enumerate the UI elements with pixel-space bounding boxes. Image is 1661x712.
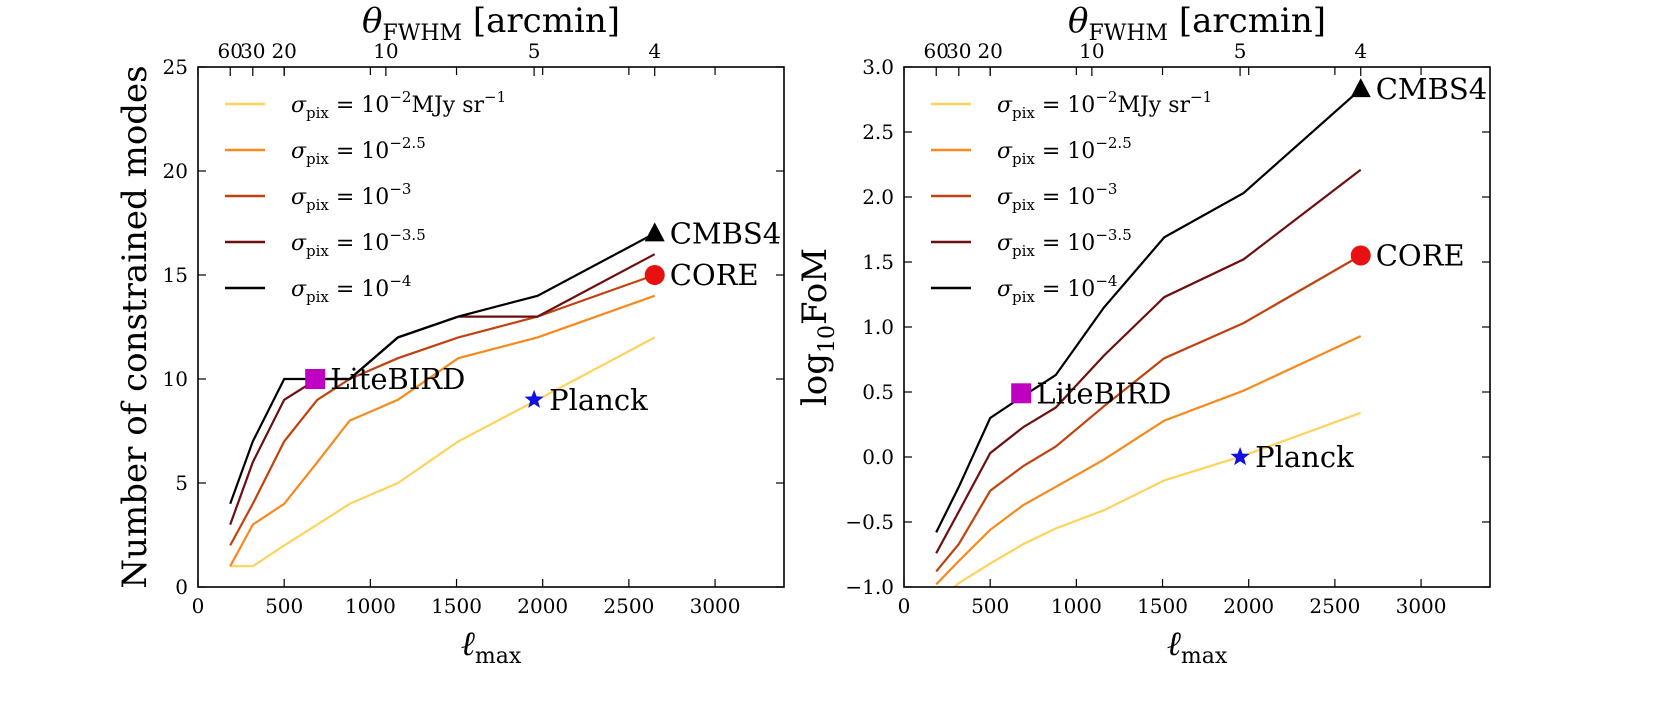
top-tick-label: 20: [977, 39, 1002, 63]
litebird-marker: [305, 369, 326, 389]
plot-frame: [197, 66, 785, 588]
x-tick-label: 0: [192, 594, 205, 618]
y-tick-label: 25: [163, 55, 188, 79]
cmbs4-marker: [644, 222, 665, 242]
y-tick-label: −0.5: [845, 510, 894, 534]
y-axis-title: Number of constrained modes: [115, 65, 155, 588]
series-line-1: [952, 411, 1362, 587]
series-group: [229, 232, 656, 568]
core-marker: [1350, 245, 1371, 266]
x-tick-label: 3000: [690, 594, 741, 618]
y-tick-label: 5: [175, 471, 188, 495]
y-tick-label: 15: [163, 263, 188, 287]
x-axis-title: ℓmax: [1167, 624, 1228, 669]
cmbs4-label: CMBS4: [670, 216, 782, 250]
legend-label-5: σpix = 10−4: [291, 272, 411, 306]
y-tick-label: −1.0: [845, 575, 894, 599]
planck-label: Planck: [1255, 440, 1354, 474]
x-tick-label: 1500: [431, 594, 482, 618]
litebird-label: LiteBIRD: [330, 362, 465, 396]
y-tick-label: 20: [163, 159, 188, 183]
planck-marker: [1230, 447, 1250, 466]
y-tick-label: 10: [163, 367, 188, 391]
y-tick-label: 2.5: [862, 120, 894, 144]
x-tick-label: 2000: [1223, 594, 1274, 618]
y-tick-label: 0.5: [862, 380, 894, 404]
top-tick-label: 10: [1079, 39, 1104, 63]
core-marker: [644, 265, 665, 285]
plot-frame: [903, 66, 1491, 588]
series-group: [935, 88, 1362, 587]
top-tick-label: 60: [218, 39, 243, 63]
legend-label-1: σpix = 10−2MJy sr−1: [997, 88, 1212, 122]
top-tick-label: 10: [373, 39, 398, 63]
series-line-3: [935, 254, 1362, 573]
legend-label-4: σpix = 10−3.5: [997, 226, 1132, 260]
x-tick-label: 1500: [1137, 594, 1188, 618]
y-tick-label: 0: [175, 575, 188, 599]
panel-2: 0 500 1000 1500 2000 2500 3000 −1.0 −0.5 0.0 0.5 1.…: [795, 1, 1491, 669]
legend-label-4: σpix = 10−3.5: [291, 226, 426, 260]
y-tick-label: 0.0: [862, 445, 894, 469]
litebird-label: LiteBIRD: [1036, 376, 1171, 410]
x-tick-label: 3000: [1396, 594, 1447, 618]
top-tick-label: 30: [240, 39, 265, 63]
y-axis-title: log10FoM: [795, 248, 840, 406]
core-label: CORE: [1376, 239, 1465, 273]
top-tick-label: 30: [946, 39, 971, 63]
x-tick-label: 0: [898, 594, 911, 618]
top-tick-label: 4: [1354, 39, 1367, 63]
cmbs4-label: CMBS4: [1376, 72, 1488, 106]
planck-label: Planck: [549, 383, 648, 417]
x-tick-label: 2500: [603, 594, 654, 618]
legend-label-2: σpix = 10−2.5: [997, 134, 1132, 168]
top-tick-label: 5: [528, 39, 541, 63]
legend-label-5: σpix = 10−4: [997, 272, 1117, 306]
x-tick-label: 500: [971, 594, 1009, 618]
litebird-marker: [1011, 383, 1032, 404]
x-tick-label: 1000: [1051, 594, 1102, 618]
top-axis-title: θFWHM [arcmin]: [1068, 1, 1326, 46]
series-line-5: [229, 232, 656, 505]
core-label: CORE: [670, 258, 759, 292]
y-tick-label: 1.5: [862, 250, 894, 274]
x-axis-title: ℓmax: [461, 624, 522, 669]
top-tick-label: 4: [648, 39, 661, 63]
x-tick-label: 500: [265, 594, 303, 618]
top-tick-label: 20: [271, 39, 296, 63]
y-tick-label: 2.0: [862, 185, 894, 209]
series-line-1: [230, 336, 656, 568]
series-line-4: [935, 168, 1362, 554]
legend-label-1: σpix = 10−2MJy sr−1: [291, 88, 506, 122]
top-tick-label: 5: [1234, 39, 1247, 63]
x-tick-label: 2000: [517, 594, 568, 618]
series-line-2: [935, 335, 1362, 586]
top-tick-label: 60: [924, 39, 949, 63]
legend-label-3: σpix = 10−3: [291, 180, 411, 214]
x-tick-label: 1000: [345, 594, 396, 618]
legend-label-3: σpix = 10−3: [997, 180, 1117, 214]
top-axis-title: θFWHM [arcmin]: [362, 1, 620, 46]
x-tick-label: 2500: [1309, 594, 1360, 618]
planck-marker: [524, 389, 544, 408]
y-tick-label: 3.0: [862, 55, 894, 79]
legend-label-2: σpix = 10−2.5: [291, 134, 426, 168]
series-line-2: [229, 294, 656, 567]
y-tick-label: 1.0: [862, 315, 894, 339]
cmbs4-marker: [1350, 78, 1371, 98]
series-line-5: [935, 88, 1362, 533]
